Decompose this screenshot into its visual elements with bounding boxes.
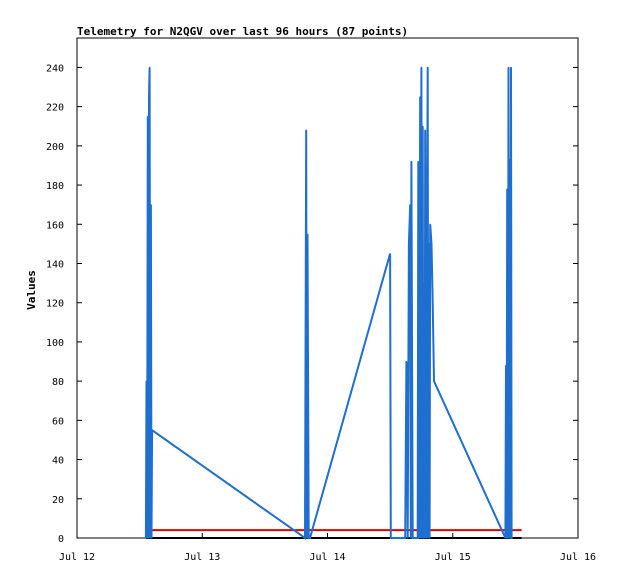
y-tick-label: 200: [46, 142, 64, 153]
y-tick-label: 100: [46, 338, 64, 349]
data-point: [147, 115, 149, 118]
data-point: [405, 360, 408, 363]
data-point: [150, 204, 152, 206]
data-point: [145, 537, 147, 539]
data-point: [389, 253, 391, 255]
data-point: [304, 537, 306, 539]
x-tick-label: Jul 13: [184, 552, 220, 563]
data-point: [417, 537, 419, 539]
y-tick-label: 80: [52, 377, 64, 388]
data-point: [420, 66, 423, 69]
data-point: [149, 66, 151, 69]
chart-title: Telemetry for N2QGV over last 96 hours (…: [77, 25, 408, 38]
data-point: [506, 188, 508, 190]
data-point: [151, 429, 153, 431]
y-tick-label: 220: [46, 103, 64, 114]
data-point: [426, 233, 428, 235]
data-point: [306, 233, 309, 235]
data-point: [421, 537, 423, 539]
data-point: [418, 537, 420, 539]
data-point: [408, 243, 410, 245]
data-point: [510, 66, 512, 69]
data-point: [410, 160, 413, 163]
y-axis-label: Values: [25, 270, 38, 310]
data-point: [410, 537, 412, 539]
data-point: [404, 537, 406, 539]
data-point: [427, 537, 429, 539]
data-point: [149, 537, 151, 539]
data-point: [305, 129, 307, 131]
data-point: [511, 537, 513, 539]
data-point: [423, 537, 426, 539]
data-point: [304, 331, 307, 333]
data-point: [420, 537, 422, 539]
data-point: [427, 66, 429, 69]
data-point: [147, 537, 149, 539]
data-point: [509, 158, 511, 161]
data-point: [422, 125, 424, 127]
y-tick-label: 120: [46, 299, 64, 310]
y-tick-label: 40: [52, 456, 64, 467]
y-tick-label: 180: [46, 181, 64, 192]
data-point: [422, 537, 424, 539]
data-point: [507, 66, 510, 69]
data-point: [432, 302, 434, 304]
data-point: [417, 160, 419, 163]
y-tick-label: 20: [52, 495, 64, 506]
data-point: [409, 204, 411, 206]
data-point: [412, 537, 414, 539]
data-point: [507, 537, 509, 539]
data-point: [309, 537, 311, 539]
data-point: [424, 129, 426, 131]
data-point: [508, 537, 510, 539]
data-point: [419, 96, 421, 98]
y-tick-label: 160: [46, 220, 64, 231]
x-tick-label: Jul 16: [560, 552, 596, 563]
data-point: [505, 364, 507, 367]
x-tick-label: Jul 12: [59, 552, 95, 563]
data-point: [504, 537, 506, 539]
x-tick-label: Jul 15: [435, 552, 471, 563]
data-point: [506, 537, 508, 539]
data-point: [145, 380, 148, 382]
data-point: [306, 537, 308, 539]
x-tick-label: Jul 14: [309, 552, 345, 563]
y-tick-label: 140: [46, 259, 64, 270]
series-group: [144, 66, 522, 540]
data-point: [308, 537, 310, 539]
data-point: [390, 537, 392, 539]
data-point: [509, 537, 511, 539]
y-tick-label: 0: [58, 534, 64, 545]
y-tick-label: 240: [46, 63, 64, 74]
data-point: [148, 96, 150, 98]
data-point: [407, 537, 409, 539]
y-tick-label: 60: [52, 416, 64, 427]
data-point: [423, 282, 425, 284]
data-point: [429, 223, 431, 225]
data-point: [425, 537, 428, 539]
data-point: [146, 537, 148, 539]
series-line: [144, 67, 513, 540]
data-point: [428, 537, 431, 539]
y-axis: 0 20 40 60 80 100 120 140 160 180 200 220 240: [46, 63, 578, 545]
data-point: [430, 243, 433, 245]
data-point: [428, 243, 430, 245]
data-point: [150, 537, 153, 539]
data-point: [433, 380, 435, 382]
